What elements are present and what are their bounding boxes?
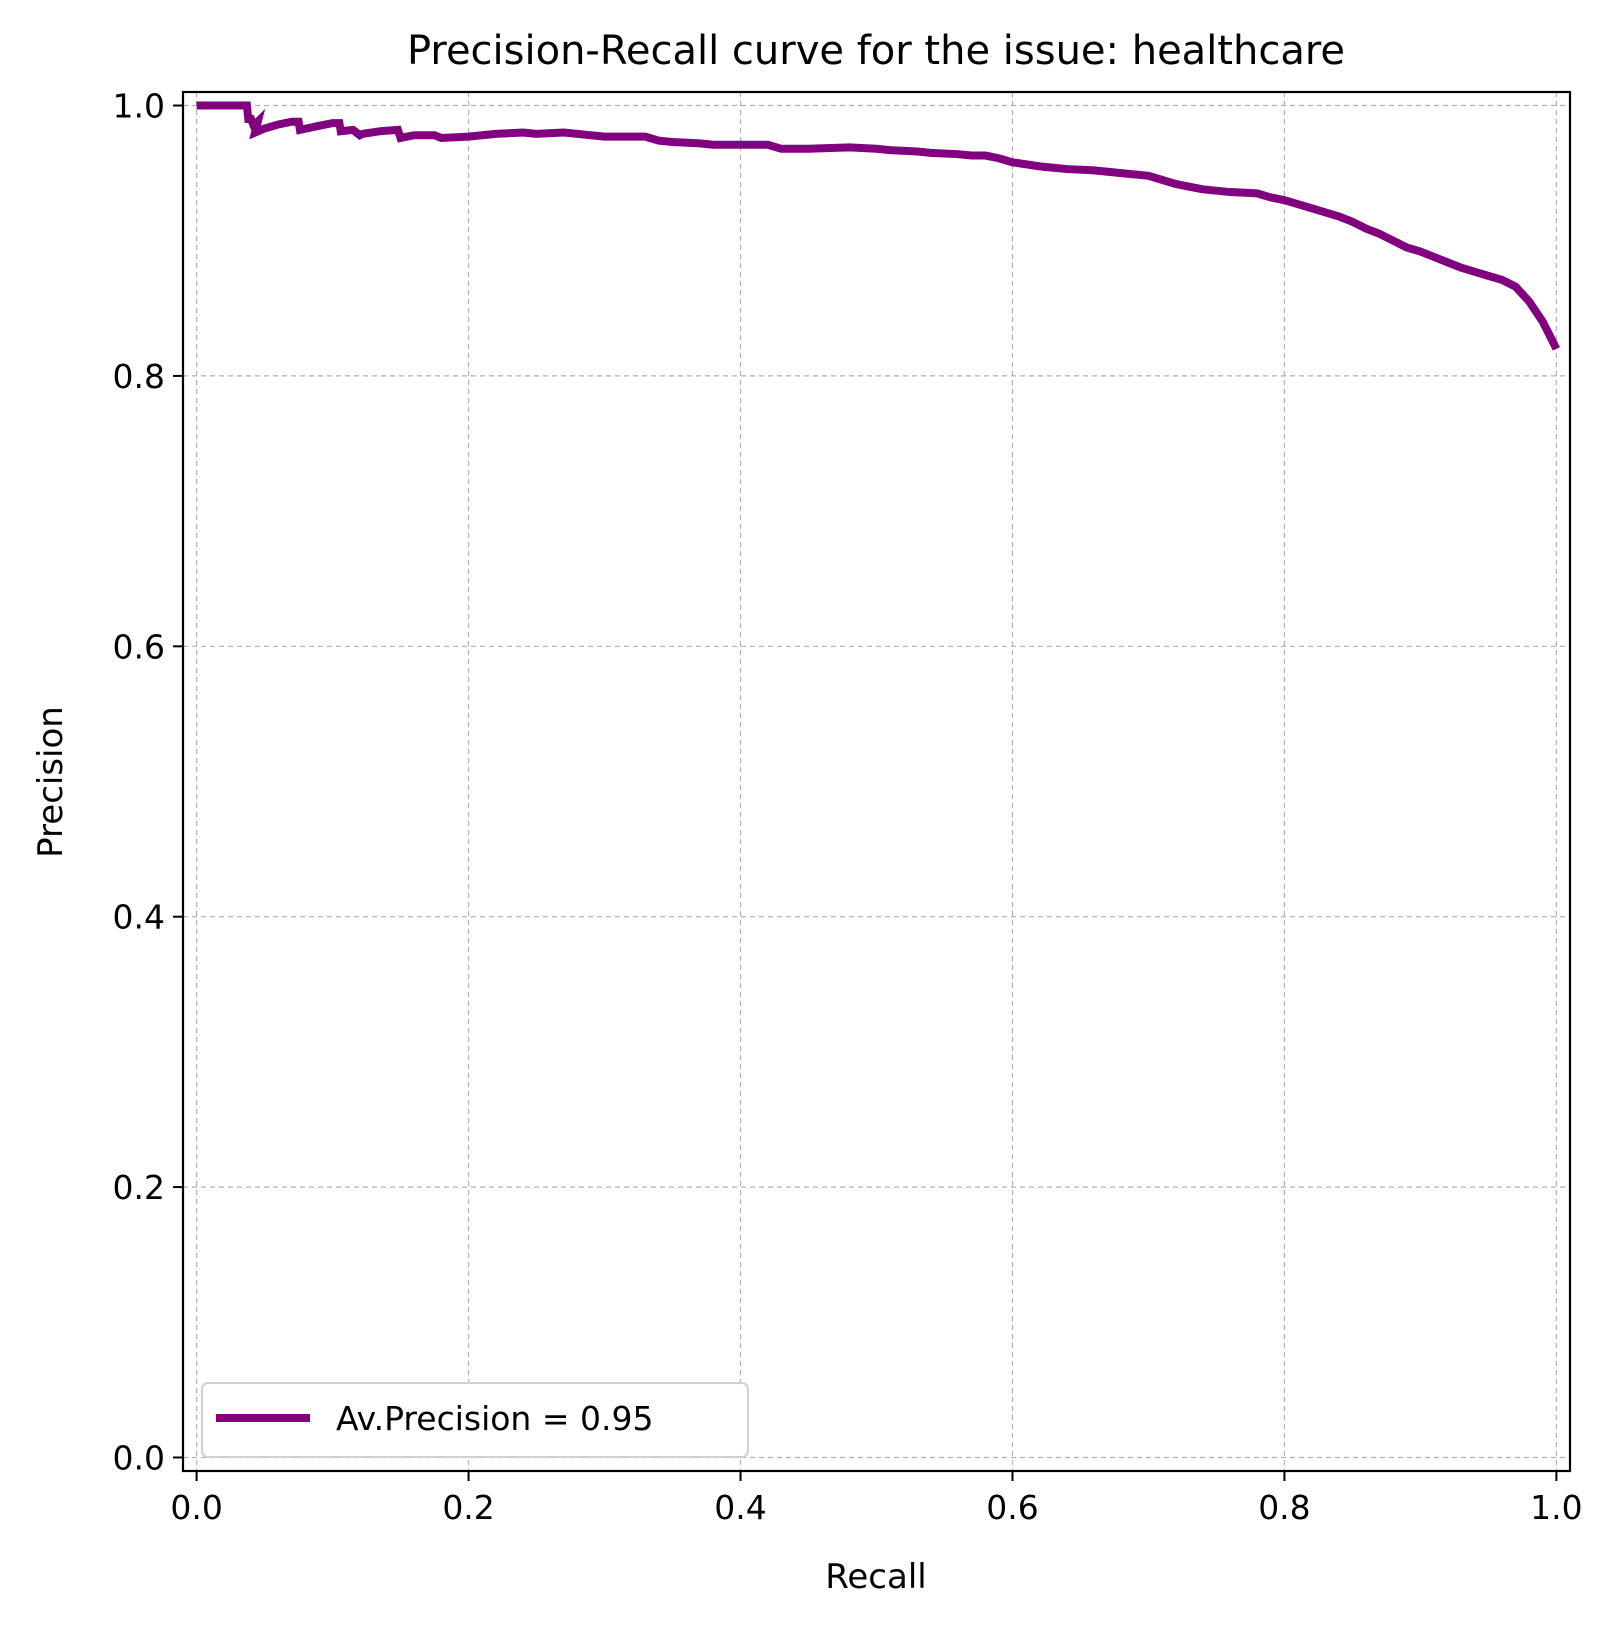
x-tick-label-5: 1.0 — [1530, 1488, 1582, 1527]
series-layer — [196, 101, 1560, 351]
y-tick-label-3: 0.6 — [113, 627, 165, 666]
legend: Av.Precision = 0.95 — [201, 1382, 749, 1458]
x-axis-label: Recall — [825, 1557, 926, 1597]
grid-lines — [183, 92, 1570, 1471]
y-axis-label: Precision — [31, 706, 71, 858]
y-tick-label-4: 0.8 — [113, 357, 165, 396]
axis-ticks: 0.0 0.2 0.4 0.6 0.8 1.0 0.0 0.2 0.4 0.6 0.8 1.0 — [113, 87, 1583, 1527]
y-tick-label-5: 1.0 — [113, 87, 165, 126]
x-tick-label-0: 0.0 — [170, 1488, 222, 1527]
y-tick-label-0: 0.0 — [113, 1438, 165, 1477]
legend-box — [201, 1382, 749, 1458]
series-line-0 — [196, 101, 1560, 351]
x-tick-label-1: 0.2 — [442, 1488, 494, 1527]
y-tick-label-1: 0.2 — [113, 1168, 165, 1207]
x-tick-label-4: 0.8 — [1258, 1488, 1310, 1527]
chart-title: Precision-Recall curve for the issue: he… — [407, 28, 1345, 74]
y-tick-label-2: 0.4 — [113, 898, 165, 937]
legend-label: Av.Precision = 0.95 — [336, 1399, 653, 1438]
x-tick-label-2: 0.4 — [714, 1488, 766, 1527]
x-tick-label-3: 0.6 — [986, 1488, 1038, 1527]
plot-frame — [181, 90, 1572, 1473]
